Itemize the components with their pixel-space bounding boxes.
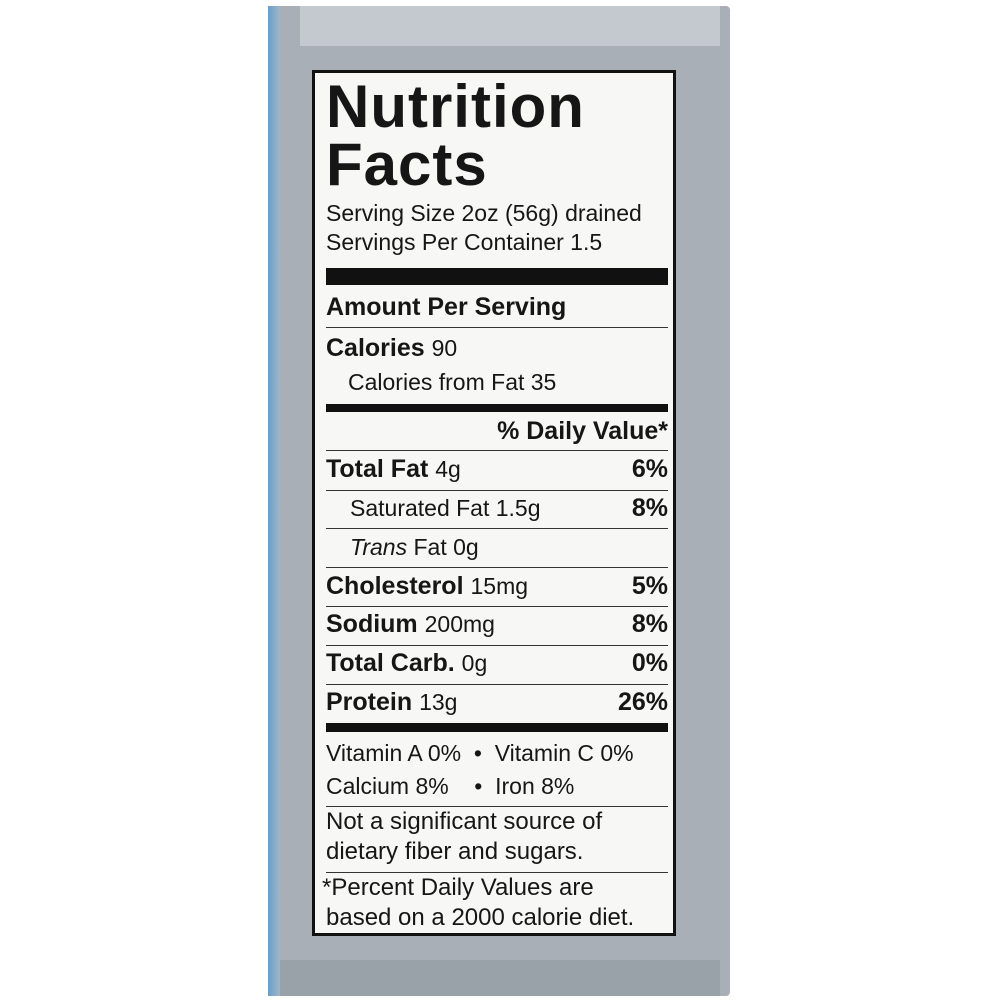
calories-row: Calories 90 [326, 334, 457, 363]
nutrient-name: Protein [326, 688, 413, 716]
vitamins-line-2: Calcium 8% • Iron 8% [326, 773, 575, 799]
package-top-flap [300, 6, 720, 46]
servings-per-container: Servings Per Container 1.5 [326, 229, 603, 255]
nutrient-dv: 6% [631, 455, 668, 483]
package-bottom-flap [280, 960, 720, 996]
nutrient-amount: 13g [419, 689, 458, 715]
package-side-edge [268, 6, 280, 996]
nutrient-amount: 15mg [470, 573, 529, 599]
note-line-2: dietary fiber and sugars. [326, 838, 584, 865]
divider [326, 684, 668, 685]
nutrient-row-sodium: Sodium 200mg [326, 610, 495, 639]
calories-from-fat: Calories from Fat 35 [348, 369, 557, 395]
nutrient-dv: 8% [631, 494, 668, 522]
daily-value-header: % Daily Value* [497, 417, 668, 445]
vitamins-line-1: Vitamin A 0% • Vitamin C 0% [326, 740, 634, 766]
nutrient-name: Cholesterol [326, 572, 464, 600]
nutrient-name: Total Fat [326, 455, 429, 483]
divider [326, 528, 668, 529]
divider [326, 450, 668, 451]
title-nutrition: Nutrition [326, 73, 585, 140]
divider [326, 606, 668, 607]
nutrient-amount: 0g [461, 650, 488, 676]
nutrient-amount: 1.5g [495, 495, 541, 521]
calories-value: 90 [431, 335, 458, 361]
calories-label: Calories [326, 334, 425, 362]
nutrient-dv: 0% [631, 649, 668, 677]
medium-divider [326, 404, 668, 412]
divider [326, 327, 668, 328]
note-line-1: Not a significant source of [326, 808, 603, 835]
nutrient-amount: Fat 0g [413, 534, 479, 560]
nutrient-row-total-carb: Total Carb. 0g [326, 649, 487, 678]
footnote-line-2: based on a 2000 calorie diet. [326, 904, 635, 931]
nutrient-name: Saturated Fat [350, 495, 490, 521]
serving-size: Serving Size 2oz (56g) drained [326, 200, 642, 226]
nutrition-facts-label [312, 70, 676, 936]
thick-divider [326, 268, 668, 285]
nutrient-row-trans-fat: Trans Fat 0g [350, 534, 479, 561]
nutrient-row-total-fat: Total Fat 4g [326, 455, 461, 484]
divider [326, 490, 668, 491]
amount-per-serving: Amount Per Serving [326, 293, 567, 321]
divider [326, 806, 668, 807]
divider [326, 645, 668, 646]
nutrient-dv: 26% [617, 688, 668, 716]
nutrient-row-cholesterol: Cholesterol 15mg [326, 572, 528, 601]
divider [326, 872, 668, 873]
title-facts: Facts [326, 131, 488, 198]
nutrient-row-saturated-fat: Saturated Fat 1.5g [350, 495, 541, 522]
divider [326, 567, 668, 568]
nutrient-row-protein: Protein 13g [326, 688, 457, 717]
thick-divider [326, 723, 668, 732]
footnote-line-1: *Percent Daily Values are [322, 874, 594, 901]
nutrient-name: Trans [350, 534, 408, 560]
nutrient-name: Sodium [326, 610, 418, 638]
nutrient-amount: 200mg [424, 611, 495, 637]
nutrient-dv: 5% [631, 572, 668, 600]
nutrient-amount: 4g [435, 456, 461, 482]
nutrient-dv: 8% [631, 610, 668, 638]
nutrient-name: Total Carb. [326, 649, 455, 677]
